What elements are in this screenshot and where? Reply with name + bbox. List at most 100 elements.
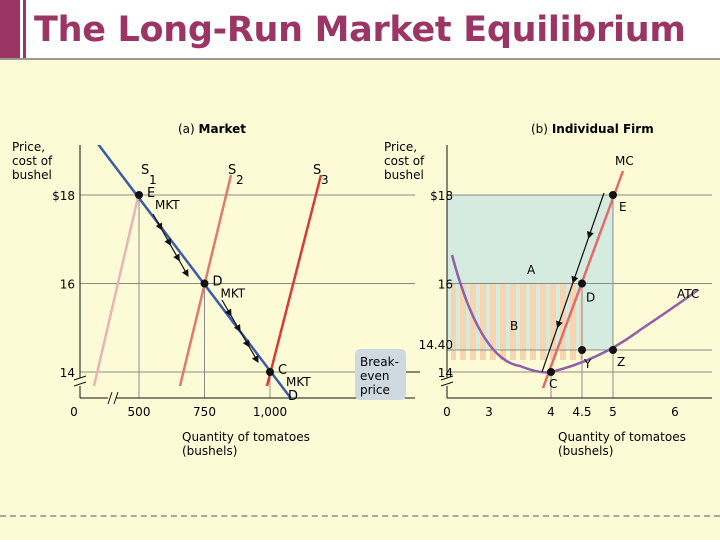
firm-adjustment-arrowhead xyxy=(571,275,579,284)
market-point-label-e: E xyxy=(147,186,155,201)
panel-a-xlabel-1: Quantity of tomatoes xyxy=(182,430,310,444)
mc-curve xyxy=(541,170,625,389)
market-point-c xyxy=(266,368,274,376)
firm-point-label-y: Y xyxy=(583,357,592,371)
mc-label: MC xyxy=(615,154,634,168)
market-point-sub-c: MKT xyxy=(286,375,311,389)
market-point-label-c: C xyxy=(278,363,287,378)
panel-a-xaxis-break-mark xyxy=(107,391,113,405)
adjustment-arrowhead xyxy=(242,339,250,348)
panel-b-xtick-label: 4.5 xyxy=(572,405,591,419)
panel-a-axes: $18 16 14 0 500 750 1,000 xyxy=(52,145,415,419)
area-b-label: B xyxy=(510,319,518,333)
adjustment-arrowhead xyxy=(155,222,163,231)
panel-a-ytick-label: 16 xyxy=(60,278,75,292)
panel-b-xtick-label: 5 xyxy=(609,405,617,419)
supply-label-sub-2: 2 xyxy=(236,173,244,187)
title-accent-line xyxy=(23,0,26,60)
adjustment-arrowhead xyxy=(251,355,259,364)
firm-point-label-c: C xyxy=(549,377,557,391)
panel-b-ytick-label: 14.40 xyxy=(419,338,453,352)
breakeven-line-2: even xyxy=(360,369,389,383)
market-point-d xyxy=(200,279,209,288)
demand-label: D xyxy=(288,389,298,404)
panel-b-labels: MC ATC A B E D C Y Z xyxy=(510,154,699,391)
breakeven-box xyxy=(355,349,406,400)
market-point-sub-d: MKT xyxy=(221,287,246,301)
market-point-sub-e: MKT xyxy=(155,198,180,212)
panel-b-axis-break-mark xyxy=(440,375,454,381)
market-point-e xyxy=(135,191,143,199)
area-a-label: A xyxy=(527,263,536,277)
panel-b-xtick-label: 6 xyxy=(671,405,679,419)
panel-a-xaxis-break-gap xyxy=(108,392,116,404)
panel-a-axis-break-mark xyxy=(73,381,87,387)
panel-a-adjustment-arrows xyxy=(152,213,259,364)
panel-a-ylabel-2: cost of xyxy=(12,154,53,168)
slide-title: The Long-Run Market Equilibrium xyxy=(34,10,686,50)
firm-point-c xyxy=(547,368,555,376)
panel-market: (a) Market Price, cost of bushel $18 16 14… xyxy=(12,122,415,458)
panel-a-xtick-label: 750 xyxy=(193,405,216,419)
firm-adjustment-arrowhead xyxy=(555,320,563,329)
panel-a-ylabel-3: bushel xyxy=(12,168,52,182)
panel-a-xtick-label: 500 xyxy=(128,405,151,419)
panel-b-xlabel-2: (bushels) xyxy=(558,444,613,458)
panel-b-axis-break-gap xyxy=(441,378,453,386)
firm-point-e xyxy=(609,191,617,199)
panel-b-ytick-label: $18 xyxy=(430,189,453,203)
panel-individual-firm: (b) Individual Firm Price, cost of bushe… xyxy=(384,122,712,458)
panel-a-curves xyxy=(92,145,323,398)
firm-adjustment-arrowhead xyxy=(586,230,594,239)
breakeven-line-1: Break- xyxy=(360,355,399,369)
adjustment-arrowhead xyxy=(181,269,189,278)
panel-a-ytick-label: 14 xyxy=(60,366,75,380)
panel-b-xtick-label: 3 xyxy=(485,405,493,419)
panel-b-ylabel-3: bushel xyxy=(384,168,424,182)
panel-b-axes: $18 16 14.40 14 0 3 4 4.5 5 6 xyxy=(406,145,712,419)
panel-a-heading: (a) Market xyxy=(178,122,246,136)
panel-b-heading: (b) Individual Firm xyxy=(531,122,654,136)
supply-curve-s1 xyxy=(92,192,141,387)
panel-b-ylabel-2: cost of xyxy=(384,154,425,168)
panel-a-xtick-label: 1,000 xyxy=(253,405,287,419)
panel-a-axis-break-gap xyxy=(74,378,86,386)
supply-label-sub-3: 3 xyxy=(321,173,329,187)
panel-b-areas xyxy=(447,195,613,360)
supply-label-sub-1: 1 xyxy=(149,173,157,187)
atc-label: ATC xyxy=(677,287,699,301)
panel-b-ytick-label: 16 xyxy=(438,278,453,292)
firm-point-d xyxy=(578,279,586,288)
panel-b-xtick-label: 0 xyxy=(443,405,451,419)
panel-a-xaxis-break-mark xyxy=(113,391,119,405)
footer-dashed-rule xyxy=(0,515,720,517)
firm-point-label-z: Z xyxy=(617,355,625,369)
firm-point-label-e: E xyxy=(619,200,627,214)
title-bar: The Long-Run Market Equilibrium xyxy=(0,0,720,60)
breakeven-line-3: price xyxy=(360,383,390,397)
panel-b-ytick-label: 14 xyxy=(438,366,453,380)
adjustment-arrowhead xyxy=(224,308,232,317)
market-point-label-d: D xyxy=(213,275,223,290)
panel-b-xlabel-1: Quantity of tomatoes xyxy=(558,430,686,444)
demand-curve xyxy=(97,145,293,398)
title-divider xyxy=(0,58,720,60)
firm-point-z xyxy=(609,346,617,354)
panel-a-ytick-label: $18 xyxy=(52,189,75,203)
supply-label-2: S xyxy=(228,163,236,178)
panel-b-xtick-label: 4 xyxy=(547,405,555,419)
firm-point-y xyxy=(578,346,586,354)
breakeven-callout: Break- even price xyxy=(355,349,406,400)
panel-b-axis-break-mark xyxy=(440,381,454,387)
firm-point-label-d: D xyxy=(586,291,595,305)
panel-a-axis-break-mark xyxy=(73,375,87,381)
adjustment-arrowhead xyxy=(233,324,241,333)
panel-b-ylabel-1: Price, xyxy=(384,140,417,154)
title-accent-bar xyxy=(0,0,20,60)
panel-a-xlabel-2: (bushels) xyxy=(182,444,237,458)
panel-a-ylabel-1: Price, xyxy=(12,140,45,154)
panel-a-xtick-label: 0 xyxy=(70,405,78,419)
